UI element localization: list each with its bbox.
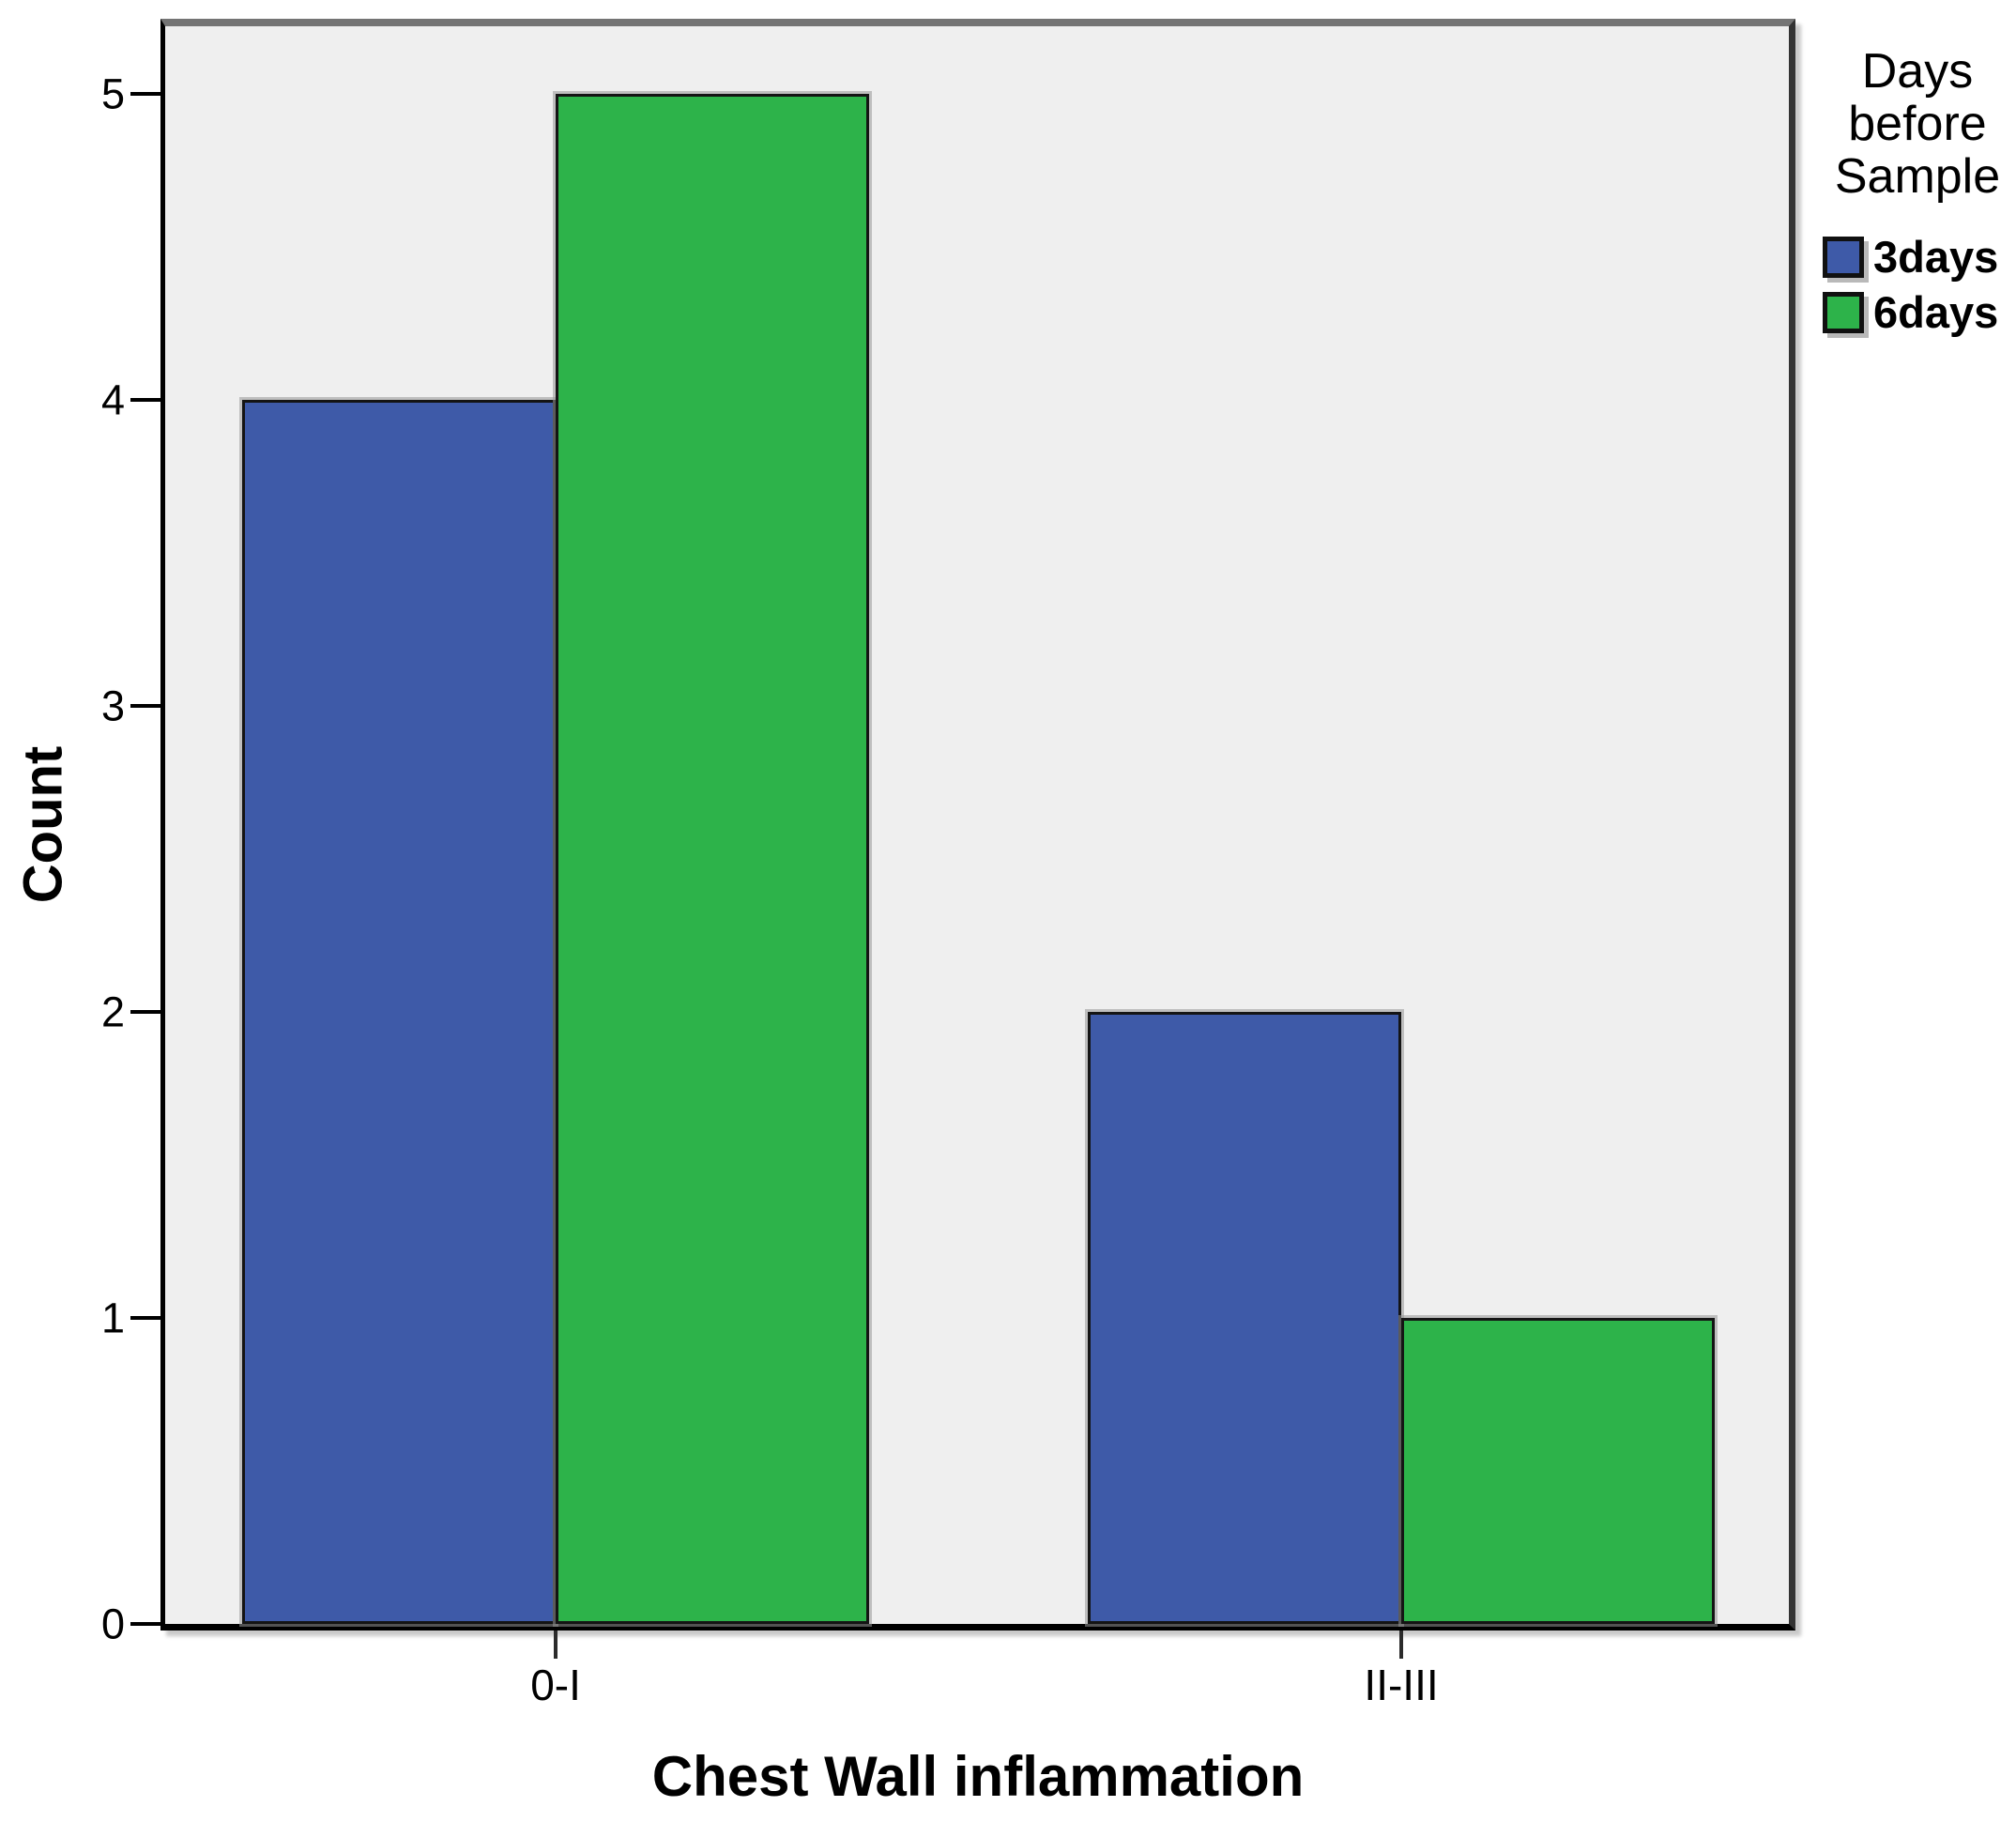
y-axis-tick-label: 0 [100,1600,125,1648]
x-axis-title: Chest Wall inflammation [651,1745,1305,1808]
y-axis-tick [130,91,160,96]
legend-item: 6days [1823,290,2016,334]
legend-item: 3days [1823,235,2016,279]
y-axis-tick-label: 4 [100,375,125,424]
y-axis-tick-label: 1 [100,1294,125,1342]
y-axis-tick [130,1622,160,1626]
legend-title: Days before Sample [1834,44,2001,205]
y-axis-tick [130,1315,160,1320]
bar-3days-0-I [242,399,557,1624]
y-axis-tick [130,397,160,402]
plot-area: 0 1 2 3 4 5 0-I II-III [101,19,1795,1707]
y-axis-tick-label: 5 [100,69,125,118]
legend-item-label: 3days [1873,232,1999,283]
y-axis-tick-label: 3 [100,681,125,730]
y-axis-tick [130,1009,160,1014]
bar-6days-II-III [1401,1317,1716,1624]
bar-3days-II-III [1087,1011,1402,1624]
x-axis-tick-label: 0-I [530,1661,581,1709]
x-axis-tick-label: II-III [1364,1661,1439,1709]
legend-item-label: 6days [1873,287,1999,338]
bar-6days-0-I [556,93,870,1624]
legend-items: 3days 6days [1819,235,2016,334]
y-axis-title-wrap: Count [0,19,86,1631]
x-axis-tick [1399,1631,1404,1659]
y-axis-title: Count [12,745,74,904]
legend: Days before Sample 3days 6days [1819,45,2016,334]
legend-swatch-3days [1823,236,1864,278]
y-axis-tick [130,703,160,708]
legend-swatch-6days [1823,291,1864,333]
y-axis-tick-label: 2 [100,988,125,1036]
x-axis-tick [554,1631,558,1659]
